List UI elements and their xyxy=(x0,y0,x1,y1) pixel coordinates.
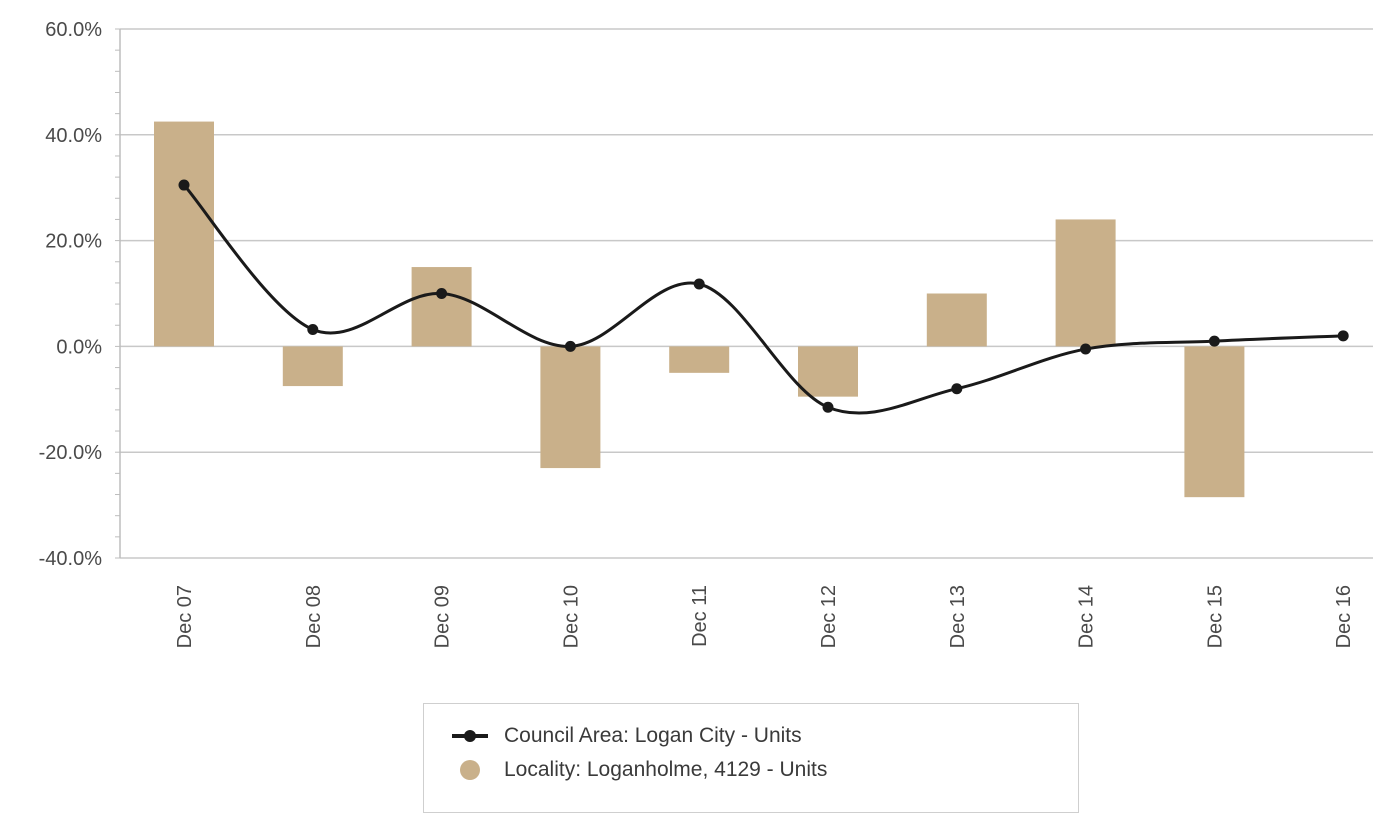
x-tick-label: Dec 16 xyxy=(1333,585,1355,648)
bar xyxy=(1184,346,1245,498)
bar xyxy=(798,346,858,397)
legend-label: Locality: Loganholme, 4129 - Units xyxy=(504,758,828,781)
x-tick-label: Dec 15 xyxy=(1204,585,1226,648)
line-point xyxy=(307,323,319,335)
bar xyxy=(1055,219,1116,347)
y-tick-label: -20.0% xyxy=(39,442,103,464)
x-tick-label: Dec 11 xyxy=(689,585,711,647)
bar xyxy=(926,293,987,347)
y-tick-label: 60.0% xyxy=(45,19,102,41)
x-tick-label: Dec 08 xyxy=(303,585,325,648)
bar xyxy=(282,346,343,387)
line-point xyxy=(178,179,190,191)
x-tick-label: Dec 14 xyxy=(1076,585,1098,648)
legend-label: Council Area: Logan City - Units xyxy=(504,724,802,747)
series-line xyxy=(182,184,1344,415)
x-tick-label: Dec 09 xyxy=(432,585,454,648)
line-point xyxy=(1080,343,1092,355)
y-tick-label: -40.0% xyxy=(39,548,103,570)
chart-plot: 60.0% 40.0% 20.0% 0.0% -20.0% -40.0% Dec 07 Dec… xyxy=(39,19,1373,648)
legend-item-bar: Locality: Loganholme, 4129 - Units xyxy=(452,758,827,782)
line-point xyxy=(564,340,576,352)
line-point xyxy=(1208,335,1220,347)
line-point xyxy=(822,401,834,413)
line-point xyxy=(1337,330,1349,342)
bar xyxy=(669,346,730,373)
line-marker-icon xyxy=(452,730,488,742)
y-tick-label: 40.0% xyxy=(45,125,102,147)
x-tick-label: Dec 07 xyxy=(174,585,196,648)
line-point xyxy=(951,383,963,395)
circle-icon xyxy=(460,760,480,780)
x-tick-label: Dec 12 xyxy=(818,585,840,648)
chart-legend: Council Area: Logan City - Units Localit… xyxy=(423,703,1079,813)
x-tick-label: Dec 13 xyxy=(947,585,969,648)
bar xyxy=(540,346,601,469)
legend-item-line: Council Area: Logan City - Units xyxy=(452,724,802,748)
bar xyxy=(154,121,214,347)
bar xyxy=(411,267,472,347)
y-tick-label: 0.0% xyxy=(56,336,102,358)
x-tick-label: Dec 10 xyxy=(560,585,582,648)
line-point xyxy=(693,278,705,290)
y-tick-label: 20.0% xyxy=(45,231,102,253)
line-point xyxy=(436,288,448,299)
